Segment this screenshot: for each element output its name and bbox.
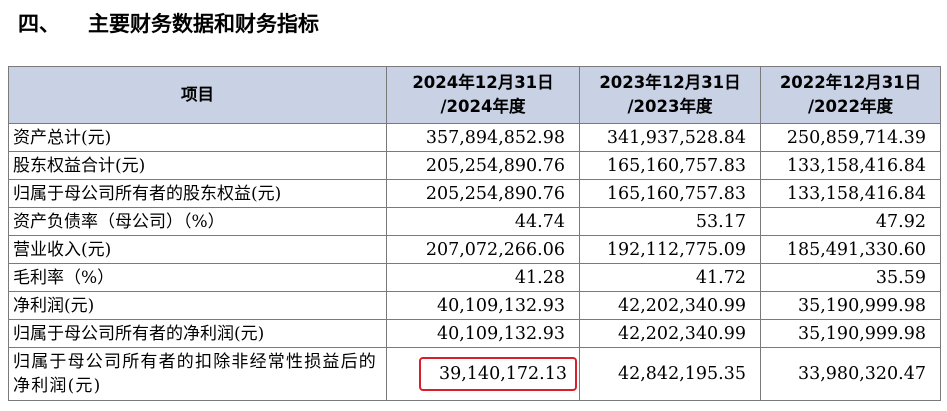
- cell-2022: 250,859,714.39: [760, 123, 941, 152]
- row-label: 归属于母公司所有者的净利润(元): [8, 319, 387, 348]
- row-label: 归属于母公司所有者的扣除非经常性损益后的净利润(元): [8, 347, 387, 401]
- cell-2023: 42,842,195.35: [579, 347, 761, 401]
- cell-2022: 47.92: [760, 207, 941, 236]
- cell-2022: 133,158,416.84: [760, 151, 941, 180]
- cell-2024: 40,109,132.93: [386, 291, 580, 320]
- table-row: 净利润(元) 40,109,132.93 42,202,340.99 35,19…: [8, 291, 941, 320]
- cell-2024: 207,072,266.06: [386, 235, 580, 264]
- section-title: 主要财务数据和财务指标: [88, 12, 319, 36]
- cell-2022: 33,980,320.47: [760, 347, 941, 401]
- cell-2023: 41.72: [579, 263, 761, 292]
- cell-2023: 53.17: [579, 207, 761, 236]
- table-row: 毛利率（%） 41.28 41.72 35.59: [8, 263, 941, 292]
- highlight-box: 39,140,172.13: [418, 357, 577, 391]
- row-label: 营业收入(元): [8, 235, 387, 264]
- cell-2023: 165,160,757.83: [579, 179, 761, 208]
- row-label: 资产总计(元): [8, 123, 387, 152]
- header-2022: 2022年12月31日/2022年度: [760, 66, 941, 124]
- row-label: 股东权益合计(元): [8, 151, 387, 180]
- cell-2024: 40,109,132.93: [386, 319, 580, 348]
- cell-2024: 205,254,890.76: [386, 151, 580, 180]
- row-label: 净利润(元): [8, 291, 387, 320]
- header-item: 项目: [8, 66, 387, 124]
- table-row: 归属于母公司所有者的净利润(元) 40,109,132.93 42,202,34…: [8, 319, 941, 348]
- cell-2024: 39,140,172.13: [386, 347, 580, 401]
- header-row: 项目 2024年12月31日/2024年度 2023年12月31日/2023年度…: [8, 66, 941, 124]
- cell-2022: 133,158,416.84: [760, 179, 941, 208]
- table-header: 项目 2024年12月31日/2024年度 2023年12月31日/2023年度…: [8, 66, 941, 124]
- section-number: 四、: [18, 12, 60, 36]
- cell-2024: 357,894,852.98: [386, 123, 580, 152]
- table-row: 资产总计(元) 357,894,852.98 341,937,528.84 25…: [8, 123, 941, 152]
- cell-2023: 42,202,340.99: [579, 291, 761, 320]
- table-row: 营业收入(元) 207,072,266.06 192,112,775.09 18…: [8, 235, 941, 264]
- cell-2022: 35,190,999.98: [760, 319, 941, 348]
- cell-2024: 205,254,890.76: [386, 179, 580, 208]
- table-row: 资产负债率（母公司）（%） 44.74 53.17 47.92: [8, 207, 941, 236]
- header-2023: 2023年12月31日/2023年度: [579, 66, 761, 124]
- table-row: 归属于母公司所有者的扣除非经常性损益后的净利润(元) 39,140,172.13…: [8, 347, 941, 401]
- header-2024: 2024年12月31日/2024年度: [386, 66, 580, 124]
- cell-2022: 185,491,330.60: [760, 235, 941, 264]
- cell-2023: 165,160,757.83: [579, 151, 761, 180]
- table-row: 归属于母公司所有者的股东权益(元) 205,254,890.76 165,160…: [8, 179, 941, 208]
- cell-2022: 35.59: [760, 263, 941, 292]
- cell-2023: 192,112,775.09: [579, 235, 761, 264]
- row-label: 毛利率（%）: [8, 263, 387, 292]
- row-label: 归属于母公司所有者的股东权益(元): [8, 179, 387, 208]
- cell-2023: 42,202,340.99: [579, 319, 761, 348]
- cell-2024: 41.28: [386, 263, 580, 292]
- row-label: 资产负债率（母公司）（%）: [8, 207, 387, 236]
- cell-2022: 35,190,999.98: [760, 291, 941, 320]
- cell-2023: 341,937,528.84: [579, 123, 761, 152]
- section-heading: 四、 主要财务数据和财务指标: [18, 8, 319, 38]
- cell-2024: 44.74: [386, 207, 580, 236]
- financial-table: 项目 2024年12月31日/2024年度 2023年12月31日/2023年度…: [8, 66, 941, 401]
- table-row: 股东权益合计(元) 205,254,890.76 165,160,757.83 …: [8, 151, 941, 180]
